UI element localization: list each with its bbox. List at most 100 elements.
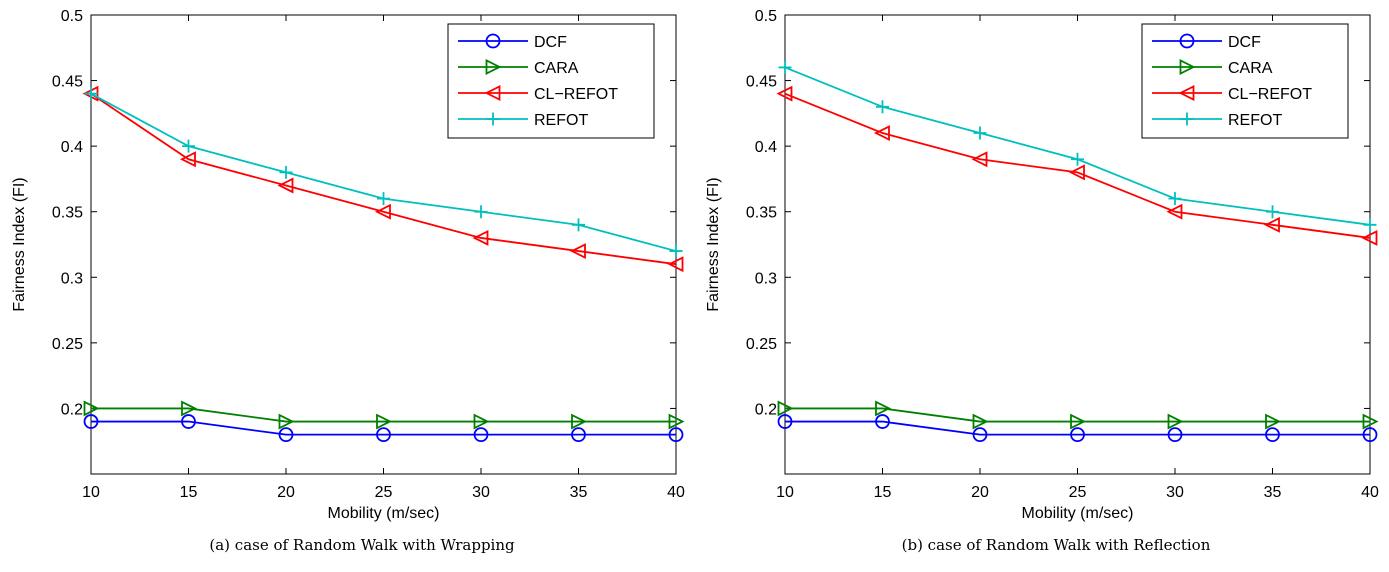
legend-item: CARA [458,59,579,77]
data-point [1070,427,1085,443]
x-tick-label: 30 [472,484,490,501]
data-point [1068,164,1085,181]
legend-marker [1180,112,1194,126]
data-point [669,244,683,258]
data-point [777,400,794,417]
data-point [668,427,684,443]
chart-a: 10 15 20 25 30 35 40 0.2 0.25 0.3 0.35 0.4 0.45 0.5 Mo… [11,8,685,522]
chart-caption: (a) case of Random Walk with Wrapping [209,536,515,554]
data-point [571,413,588,430]
data-point [1263,216,1280,233]
y-tick-label: 0.4 [61,139,83,156]
series-dcf [777,414,1378,443]
data-point [972,427,988,443]
series-line [91,407,676,423]
series-cara [777,400,1379,430]
data-point [1362,413,1379,430]
data-point [181,414,196,429]
data-point [873,125,890,141]
legend-label: CARA [534,60,579,77]
data-point [279,165,293,179]
data-point [376,413,393,430]
y-axis-label: Fairness Index (FI) [705,177,722,311]
series-line [785,420,1370,436]
data-point [1070,413,1087,430]
legend-label: CL−REFOT [534,86,618,103]
legend: DCF CARA CL−REFOT REFOT [447,23,655,139]
legend-label: REFOT [1228,112,1282,129]
data-point [1265,413,1282,430]
data-point [474,205,488,219]
y-tick-label: 0.35 [746,205,777,222]
y-tick-label: 0.2 [61,401,83,418]
data-point [179,151,196,168]
legend-label: REFOT [534,112,588,129]
data-point [572,218,585,232]
data-point [876,100,889,114]
data-point [473,427,489,443]
data-point [1266,205,1279,219]
data-point [571,427,586,443]
x-tick-label: 20 [277,484,295,501]
data-point [777,414,793,429]
y-tick-label: 0.3 [61,270,83,287]
data-point [875,414,890,429]
y-tick-label: 0.35 [52,205,83,222]
x-axis-label: Mobility (m/sec) [327,505,439,522]
x-tick-label: 10 [776,484,794,501]
data-point [472,229,489,246]
data-point [277,177,294,194]
y-axis-label: Fairness Index (FI) [11,177,28,311]
legend-label: CARA [1228,60,1273,77]
data-point [377,192,390,206]
legend-item: CL−REFOT [1152,85,1312,103]
series-line [784,92,1371,239]
data-point [278,427,294,443]
data-point [972,413,989,430]
series-clrefot [776,85,1378,246]
legend-item: CARA [1152,59,1273,77]
x-tick-label: 35 [1264,484,1282,501]
y-tick-label: 0.5 [61,8,83,25]
y-tick-label: 0.5 [755,8,777,25]
legend-item: CL−REFOT [458,85,618,103]
legend-item: REFOT [458,112,588,129]
chart-b: 10 15 20 25 30 35 40 0.2 0.25 0.3 0.35 0.4 0.45 0.5 Mo… [705,8,1379,522]
data-point [973,126,987,140]
chart-panel-b: 10 15 20 25 30 35 40 0.2 0.25 0.3 0.35 0.4 0.45 0.5 Mo… [694,0,1388,572]
data-point [1167,413,1184,430]
x-axis-label: Mobility (m/sec) [1021,505,1133,522]
legend-marker [1178,85,1195,101]
y-tick-label: 0.2 [755,401,777,418]
series-line [91,420,676,436]
data-point [1071,152,1084,166]
y-tick-label: 0.3 [755,270,777,287]
data-point [473,413,490,430]
data-point [778,60,792,74]
x-tick-label: 40 [1361,484,1379,501]
data-point [182,139,195,153]
data-point [1362,427,1378,443]
chart-panel-a: 10 15 20 25 30 35 40 0.2 0.25 0.3 0.35 0.4 0.45 0.5 Mo… [0,0,694,572]
data-point [875,400,892,417]
series-cara [83,400,685,430]
legend-item: REFOT [1152,112,1282,129]
data-point [1265,427,1280,443]
y-tick-label: 0.25 [746,336,777,353]
data-point [668,413,685,430]
data-point [667,256,684,273]
data-point [971,151,988,168]
data-point [569,243,586,260]
data-point [376,427,391,443]
data-point [83,400,100,417]
legend: DCF CARA CL−REFOT REFOT [1141,23,1349,139]
x-tick-label: 15 [180,484,198,501]
legend-marker [484,85,501,101]
x-tick-label: 30 [1166,484,1184,501]
legend-item: DCF [1152,33,1261,51]
series-refot [84,87,683,258]
legend-marker [485,33,501,49]
data-point [776,85,793,102]
data-point [181,400,198,417]
legend-item: DCF [458,33,567,51]
